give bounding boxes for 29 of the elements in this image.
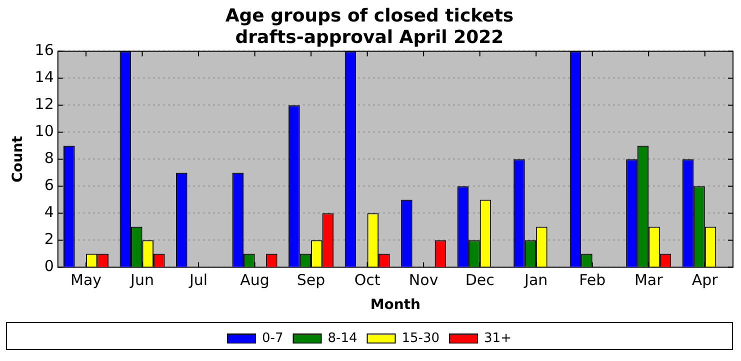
legend-label: 0-7 <box>262 330 284 346</box>
x-tick-label: Aug <box>240 271 270 290</box>
x-tick-label: Feb <box>579 271 606 290</box>
text: drafts-approval April 2022 <box>235 27 504 48</box>
legend-label: 15-30 <box>402 330 440 346</box>
y-tick-label: 14 <box>34 68 54 86</box>
y-tick-label: 2 <box>44 230 54 248</box>
y-tick-label: 0 <box>44 257 54 276</box>
x-axis-title: Month <box>370 297 421 314</box>
text: Age groups of closed tickets <box>225 5 514 26</box>
y-tick-label: 16 <box>34 41 54 60</box>
y-tick-label: 6 <box>44 176 54 194</box>
y-tick-label: 8 <box>44 149 54 168</box>
x-tick-label: Mar <box>634 271 664 290</box>
x-tick-label: Jan <box>524 271 548 290</box>
x-tick-label: Nov <box>408 271 438 290</box>
legend-label: 31+ <box>484 330 512 346</box>
x-tick-label: Apr <box>692 271 719 290</box>
x-tick-label: Dec <box>465 271 494 290</box>
y-tick-label: 12 <box>34 95 54 114</box>
y-tick-label: 10 <box>34 122 54 140</box>
x-tick-label: Jul <box>188 271 208 290</box>
x-tick-label: Sep <box>296 271 326 290</box>
y-tick-label: 4 <box>44 203 54 222</box>
x-tick-label: Jun <box>130 271 154 290</box>
legend-label: 8-14 <box>328 330 358 346</box>
y-axis-title: Count <box>10 136 26 182</box>
x-tick-label: May <box>70 271 102 290</box>
x-tick-label: Oct <box>354 271 380 290</box>
